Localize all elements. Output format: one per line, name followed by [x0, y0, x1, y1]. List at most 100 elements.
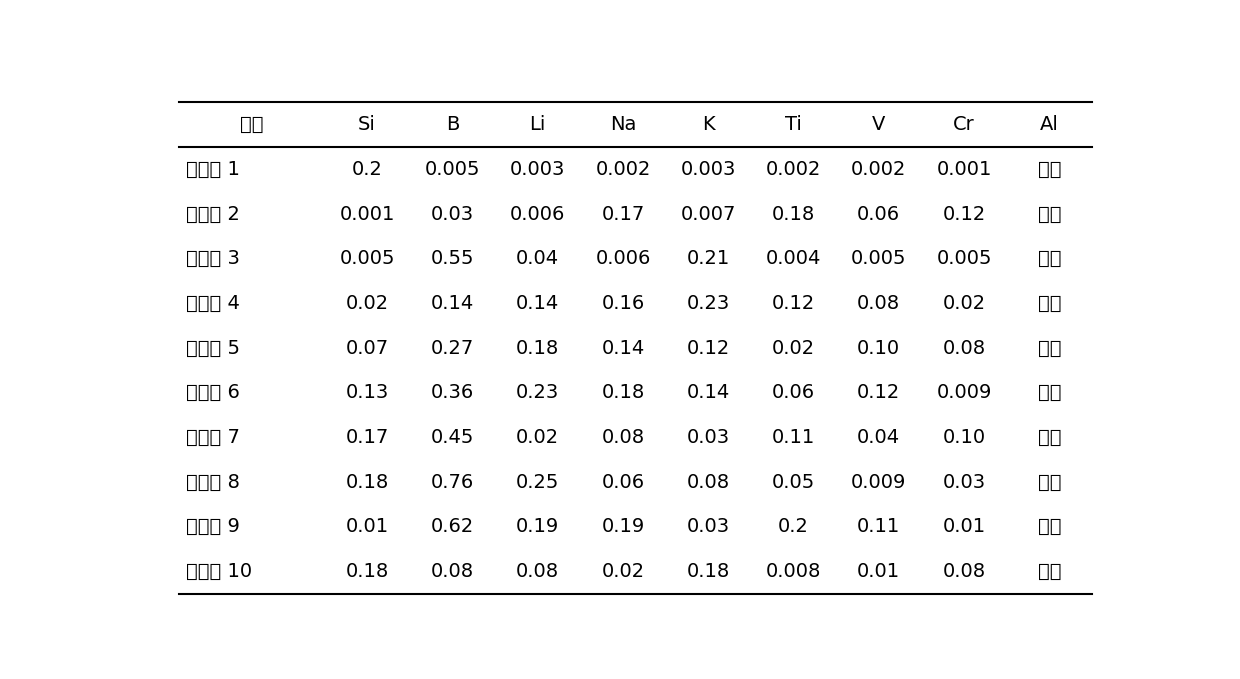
Text: 0.10: 0.10 — [857, 339, 900, 358]
Text: 0.007: 0.007 — [681, 204, 735, 223]
Text: 实施例 4: 实施例 4 — [186, 294, 241, 313]
Text: 0.005: 0.005 — [424, 160, 480, 179]
Text: 0.004: 0.004 — [766, 249, 821, 268]
Text: 0.02: 0.02 — [773, 339, 815, 358]
Text: 余量: 余量 — [1038, 249, 1061, 268]
Text: 0.18: 0.18 — [346, 562, 389, 581]
Text: 0.03: 0.03 — [687, 517, 730, 536]
Text: 0.76: 0.76 — [430, 473, 474, 492]
Text: 0.21: 0.21 — [687, 249, 730, 268]
Text: 0.12: 0.12 — [857, 384, 900, 402]
Text: 0.2: 0.2 — [352, 160, 383, 179]
Text: 0.23: 0.23 — [687, 294, 730, 313]
Text: 0.01: 0.01 — [942, 517, 986, 536]
Text: 0.19: 0.19 — [601, 517, 645, 536]
Text: 0.003: 0.003 — [681, 160, 735, 179]
Text: 0.23: 0.23 — [516, 384, 559, 402]
Text: 0.18: 0.18 — [771, 204, 815, 223]
Text: 0.003: 0.003 — [510, 160, 565, 179]
Text: 余量: 余量 — [1038, 473, 1061, 492]
Text: 0.02: 0.02 — [601, 562, 645, 581]
Text: 0.36: 0.36 — [430, 384, 474, 402]
Text: 0.005: 0.005 — [936, 249, 992, 268]
Text: 0.12: 0.12 — [771, 294, 815, 313]
Text: 0.08: 0.08 — [857, 294, 900, 313]
Text: 0.06: 0.06 — [773, 384, 815, 402]
Text: 0.25: 0.25 — [516, 473, 559, 492]
Text: 实施例 5: 实施例 5 — [186, 339, 241, 358]
Text: V: V — [872, 115, 885, 134]
Text: 0.16: 0.16 — [601, 294, 645, 313]
Text: 0.001: 0.001 — [936, 160, 992, 179]
Text: 0.08: 0.08 — [687, 473, 730, 492]
Text: B: B — [445, 115, 459, 134]
Text: 0.14: 0.14 — [687, 384, 730, 402]
Text: 实施例 9: 实施例 9 — [186, 517, 241, 536]
Text: Li: Li — [529, 115, 546, 134]
Text: 0.009: 0.009 — [851, 473, 906, 492]
Text: 0.18: 0.18 — [687, 562, 730, 581]
Text: 0.19: 0.19 — [516, 517, 559, 536]
Text: 0.18: 0.18 — [516, 339, 559, 358]
Text: 实施例 8: 实施例 8 — [186, 473, 241, 492]
Text: 实施例 2: 实施例 2 — [186, 204, 241, 223]
Text: 余量: 余量 — [1038, 204, 1061, 223]
Text: 余量: 余量 — [1038, 384, 1061, 402]
Text: 0.12: 0.12 — [687, 339, 730, 358]
Text: K: K — [702, 115, 714, 134]
Text: 余量: 余量 — [1038, 428, 1061, 447]
Text: 0.14: 0.14 — [601, 339, 645, 358]
Text: Si: Si — [358, 115, 376, 134]
Text: 0.14: 0.14 — [430, 294, 474, 313]
Text: 0.002: 0.002 — [851, 160, 906, 179]
Text: 0.05: 0.05 — [771, 473, 815, 492]
Text: 0.08: 0.08 — [601, 428, 645, 447]
Text: 0.03: 0.03 — [687, 428, 730, 447]
Text: 0.11: 0.11 — [771, 428, 815, 447]
Text: 0.06: 0.06 — [857, 204, 900, 223]
Text: 0.02: 0.02 — [942, 294, 986, 313]
Text: 0.006: 0.006 — [510, 204, 565, 223]
Text: Na: Na — [610, 115, 636, 134]
Text: 0.18: 0.18 — [601, 384, 645, 402]
Text: 0.04: 0.04 — [857, 428, 900, 447]
Text: 0.002: 0.002 — [595, 160, 651, 179]
Text: 组别: 组别 — [241, 115, 264, 134]
Text: 0.11: 0.11 — [857, 517, 900, 536]
Text: 余量: 余量 — [1038, 562, 1061, 581]
Text: 0.06: 0.06 — [601, 473, 645, 492]
Text: 实施例 7: 实施例 7 — [186, 428, 241, 447]
Text: 0.009: 0.009 — [936, 384, 992, 402]
Text: 0.03: 0.03 — [942, 473, 986, 492]
Text: 实施例 10: 实施例 10 — [186, 562, 253, 581]
Text: 0.18: 0.18 — [346, 473, 389, 492]
Text: 0.10: 0.10 — [942, 428, 986, 447]
Text: 余量: 余量 — [1038, 339, 1061, 358]
Text: 0.17: 0.17 — [346, 428, 389, 447]
Text: 0.08: 0.08 — [942, 339, 986, 358]
Text: 实施例 6: 实施例 6 — [186, 384, 241, 402]
Text: Cr: Cr — [954, 115, 975, 134]
Text: 0.006: 0.006 — [595, 249, 651, 268]
Text: 0.13: 0.13 — [346, 384, 389, 402]
Text: 0.17: 0.17 — [601, 204, 645, 223]
Text: 0.03: 0.03 — [430, 204, 474, 223]
Text: 余量: 余量 — [1038, 517, 1061, 536]
Text: 余量: 余量 — [1038, 160, 1061, 179]
Text: 0.12: 0.12 — [942, 204, 986, 223]
Text: 0.005: 0.005 — [340, 249, 394, 268]
Text: 0.001: 0.001 — [340, 204, 394, 223]
Text: 余量: 余量 — [1038, 294, 1061, 313]
Text: 0.08: 0.08 — [942, 562, 986, 581]
Text: 实施例 3: 实施例 3 — [186, 249, 241, 268]
Text: 0.27: 0.27 — [430, 339, 474, 358]
Text: 0.62: 0.62 — [430, 517, 474, 536]
Text: 0.07: 0.07 — [346, 339, 388, 358]
Text: 0.08: 0.08 — [516, 562, 559, 581]
Text: 0.2: 0.2 — [777, 517, 808, 536]
Text: 0.002: 0.002 — [766, 160, 821, 179]
Text: 0.04: 0.04 — [516, 249, 559, 268]
Text: 0.01: 0.01 — [346, 517, 388, 536]
Text: 0.02: 0.02 — [516, 428, 559, 447]
Text: 实施例 1: 实施例 1 — [186, 160, 241, 179]
